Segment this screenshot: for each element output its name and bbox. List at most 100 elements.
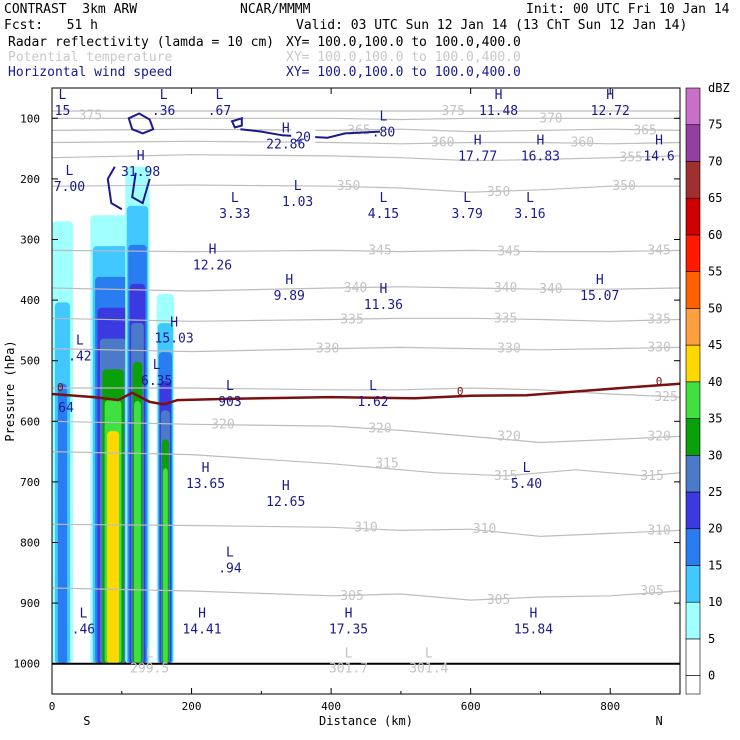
theta-label-32: 310 [473, 522, 496, 537]
extremum-value-31: .46 [72, 622, 95, 637]
plot-area: 375 375 370 365 365 360 360 355 350 350 350 345 345 3… [52, 88, 680, 694]
y-tick-label: 400 [20, 294, 40, 307]
extremum-value-29: 12.65 [266, 495, 305, 510]
theta-label-27: 320 [647, 429, 670, 444]
theta-label-33: 310 [647, 523, 670, 538]
wind-speed-contour-3 [106, 166, 123, 211]
theta-label-10: 350 [612, 179, 635, 194]
theta-label-29: 315 [494, 469, 517, 484]
colorbar-swatch-75 [685, 87, 701, 126]
colorbar-swatch-65 [685, 161, 701, 199]
extremum-marker-29: H [282, 479, 290, 494]
reflectivity-band-2-35 [134, 401, 141, 664]
theta-label-0: 375 [79, 108, 102, 123]
colorbar-swatch-5 [685, 601, 701, 640]
extremum-marker-7: H [474, 134, 482, 149]
colorbar-swatch-25 [685, 454, 701, 493]
colorbar-swatch-50 [685, 271, 701, 309]
theta-contour-330 [52, 346, 680, 353]
theta-contour-340 [52, 286, 680, 292]
surface-extremum-value-0: 299.5 [130, 662, 169, 677]
colorbar-label-0: 0 [708, 669, 715, 683]
extremum-marker-3: H [495, 88, 503, 103]
extremum-value-5: .80 [372, 125, 395, 140]
extremum-value-24: 64 [58, 401, 74, 416]
reflectivity-band-0-15 [57, 383, 68, 664]
theta-label-15: 340 [494, 281, 517, 296]
x-end-label-left: S [83, 714, 90, 728]
surface-extremum-marker-1: L [345, 647, 353, 662]
extremum-value-30: .94 [218, 562, 242, 577]
extremum-value-6: 22.86 [266, 137, 305, 152]
extremum-marker-30: L [226, 546, 234, 561]
colorbar-label-35: 35 [708, 412, 722, 426]
extremum-value-4: 12.72 [591, 104, 630, 119]
colorbar-swatch-20 [685, 491, 701, 530]
wind-speed-contour-1 [127, 112, 155, 135]
extremum-marker-13: L [231, 191, 239, 206]
colorbar-label-5: 5 [708, 632, 715, 646]
valid-time: Valid: 03 UTC Sun 12 Jan 14 (13 ChT Sun … [296, 18, 688, 33]
theta-label-22: 330 [647, 340, 670, 355]
extremum-marker-1: L [160, 88, 168, 103]
field-2-label: Potential temperature [8, 50, 173, 65]
extremum-marker-21: H [170, 315, 178, 330]
theta-label-14: 340 [344, 281, 367, 296]
extremum-marker-20: H [380, 282, 388, 297]
colorbar-swatch-40 [685, 344, 701, 383]
x-tick-label: 200 [182, 700, 202, 713]
y-tick-label: 200 [20, 173, 40, 186]
colorbar-swatch-35 [685, 381, 701, 419]
theta-contour-315 [52, 451, 680, 477]
field-3-label: Horizontal wind speed [8, 65, 173, 80]
x-tick-label: 600 [461, 700, 481, 713]
theta-contour-310 [52, 523, 680, 538]
extremum-marker-14: L [380, 191, 388, 206]
theta-label-19: 335 [647, 312, 670, 327]
extremum-marker-10: H [137, 149, 145, 164]
colorbar-swatch-70 [685, 124, 701, 162]
surface-extremum-value-1: 301.7 [329, 662, 368, 677]
x-tick-label: 800 [600, 700, 620, 713]
colorbar-swatch-60 [685, 197, 701, 236]
theta-contour-320 [52, 420, 680, 444]
theta-label-3: 365 [347, 123, 370, 138]
extremum-value-7: 17.77 [458, 150, 497, 165]
extremum-value-3: 11.48 [479, 104, 518, 119]
theta-label-31: 310 [354, 520, 377, 535]
extremum-value-9: 14.6 [643, 150, 674, 165]
colorbar-swatch-30 [685, 418, 701, 456]
extremum-marker-2: L [216, 88, 224, 103]
theta-label-8: 350 [337, 179, 360, 194]
extremum-marker-34: H [530, 606, 538, 621]
extremum-marker-28: L [523, 461, 531, 476]
extremum-value-14: 4.15 [368, 207, 399, 222]
colorbar-swatch-10 [685, 565, 701, 603]
extremum-marker-0: L [59, 88, 67, 103]
theta-label-36: 305 [640, 584, 663, 599]
extremum-value-1: .36 [152, 104, 175, 119]
theta-label-23: 325 [654, 390, 677, 405]
y-tick-label: 700 [20, 476, 40, 489]
extremum-value-8: 16.83 [521, 150, 560, 165]
extremum-value-18: 9.89 [274, 289, 305, 304]
theta-label-9: 350 [487, 185, 510, 200]
theta-label-2: 370 [539, 111, 562, 126]
extremum-value-33: 17.35 [329, 622, 368, 637]
y-tick-label: 600 [20, 415, 40, 428]
theta-label-7: 355 [619, 151, 642, 166]
y-tick-label: 900 [20, 597, 40, 610]
colorbar-swatch-45 [685, 308, 701, 346]
theta-label-30: 315 [640, 469, 663, 484]
extremum-value-13: 3.33 [219, 207, 250, 222]
extremum-marker-22: L [76, 334, 84, 349]
field-1-label: Radar reflectivity (lamda = 10 cm) [8, 35, 275, 50]
reflectivity-band-1-40 [107, 431, 120, 664]
wind-speed-contour-label: 20 [295, 130, 311, 145]
freezing-level-label: 0 [57, 381, 64, 394]
colorbar-label-45: 45 [708, 338, 722, 352]
field-3-xy: XY= 100.0,100.0 to 100.0,400.0 [286, 65, 521, 80]
extremum-value-0: 15 [55, 104, 71, 119]
extremum-value-12: 1.03 [282, 195, 313, 210]
extremum-value-32: 14.41 [182, 622, 221, 637]
